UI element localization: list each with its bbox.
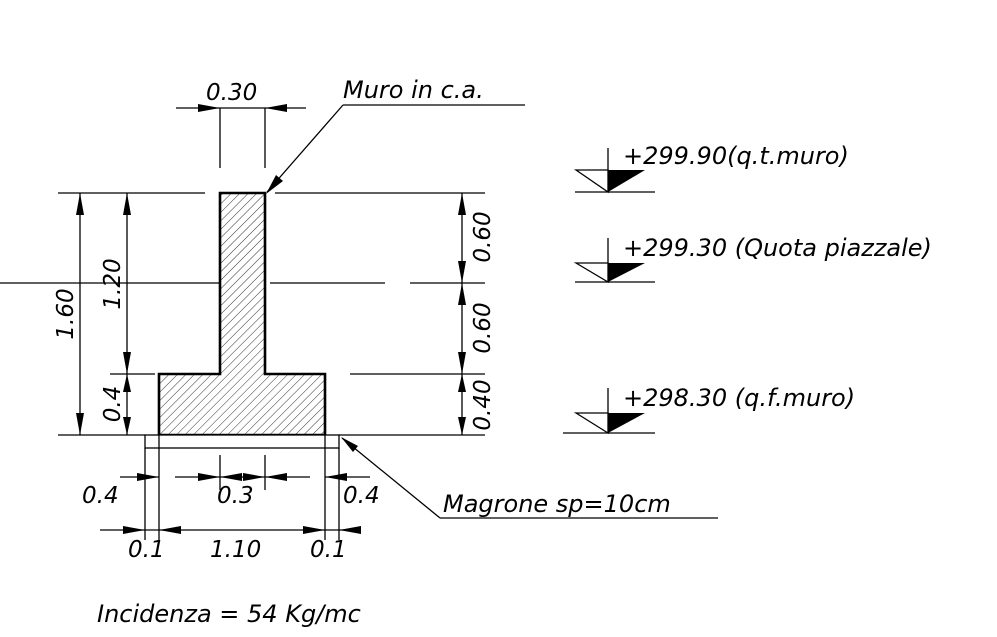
dim-wall-thickness: 0.30 bbox=[176, 80, 306, 168]
callout-wall: Muro in c.a. bbox=[266, 76, 525, 194]
dim-magrone-right-label: 0.1 bbox=[310, 537, 347, 563]
dim-footing-width-label: 1.10 bbox=[210, 537, 261, 563]
dim-footing-height-label: 0.4 bbox=[100, 386, 126, 423]
dim-right-lower-label: 0.40 bbox=[470, 379, 496, 430]
dim-wall-thickness-label: 0.30 bbox=[206, 80, 257, 106]
dim-right-upper-label: 0.60 bbox=[470, 211, 496, 262]
callout-wall-label: Muro in c.a. bbox=[343, 76, 484, 104]
dim-right-chain: 0.60 0.60 0.40 bbox=[270, 192, 496, 436]
dim-bottom-lower-chain: 0.1 1.10 0.1 bbox=[100, 526, 361, 563]
wall-section bbox=[144, 191, 340, 449]
dim-stem-height-label: 1.20 bbox=[100, 258, 126, 309]
elevation-yard-label: +299.30 (Quota piazzale) bbox=[623, 234, 932, 262]
dim-stem-width-label: 0.3 bbox=[217, 483, 254, 509]
callout-lean-concrete: Magrone sp=10cm bbox=[341, 437, 718, 519]
elevation-yard: +299.30 (Quota piazzale) bbox=[573, 234, 932, 284]
elevation-top-wall: +299.90(q.t.muro) bbox=[573, 142, 849, 194]
wall-stem-and-footing bbox=[157, 191, 327, 437]
elevation-top-wall-label: +299.90(q.t.muro) bbox=[623, 142, 849, 170]
dim-magrone-left-label: 0.1 bbox=[128, 537, 165, 563]
callout-lean-concrete-label: Magrone sp=10cm bbox=[443, 490, 671, 518]
elevation-foundation-base-label: +298.30 (q.f.muro) bbox=[623, 384, 855, 412]
dim-left-chain: 1.60 1.20 0.4 bbox=[0, 192, 220, 436]
elevation-foundation-base: +298.30 (q.f.muro) bbox=[563, 384, 855, 435]
reinforcement-note: Incidenza = 54 Kg/mc bbox=[97, 600, 361, 628]
dim-right-middle-label: 0.60 bbox=[470, 302, 496, 353]
dim-heel-width-label: 0.4 bbox=[343, 483, 380, 509]
dim-total-height-label: 1.60 bbox=[53, 288, 79, 339]
dim-bottom-upper-chain: 0.4 0.3 0.4 bbox=[82, 435, 380, 540]
magrone-slab bbox=[144, 434, 340, 449]
dim-toe-width-label: 0.4 bbox=[82, 483, 119, 509]
